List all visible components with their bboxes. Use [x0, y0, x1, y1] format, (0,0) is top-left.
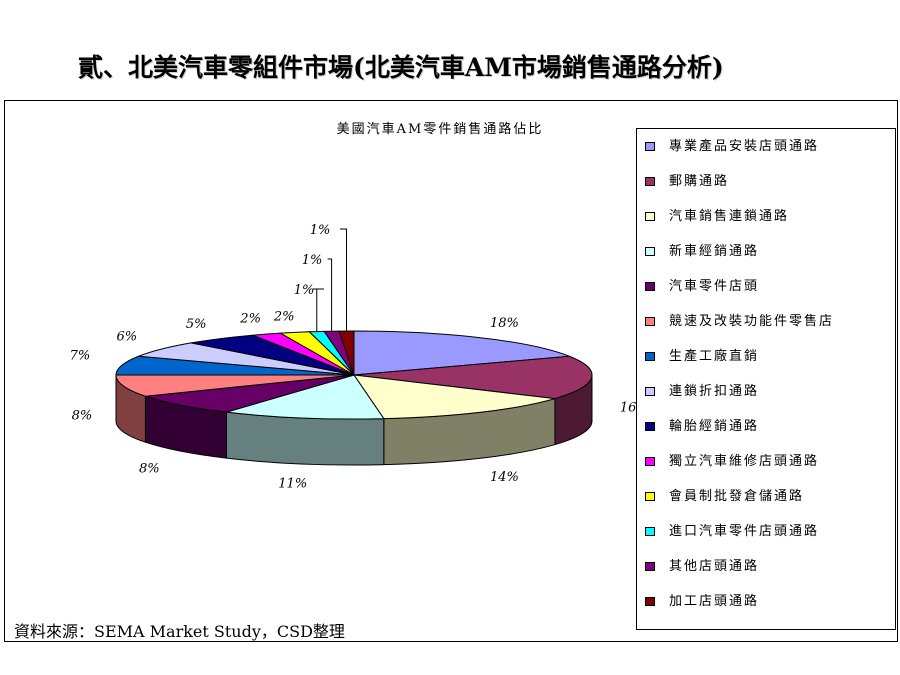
source-note: 資料來源：SEMA Market Study，CSD整理 [14, 622, 345, 641]
legend-swatch [645, 387, 655, 396]
data-label: 8% [72, 409, 93, 424]
page-title: 貳、北美汽車零組件市場(北美汽車AM市場銷售通路分析) [78, 53, 724, 82]
leader-line [340, 228, 348, 332]
data-label: 6% [116, 329, 137, 344]
data-label: 5% [186, 317, 207, 332]
legend-swatch [645, 352, 655, 361]
legend-swatch [645, 562, 655, 571]
legend-label: 競速及改裝功能件零售店 [669, 314, 835, 329]
legend-swatch [645, 527, 655, 536]
legend-label: 專業產品安裝店頭通路 [669, 139, 820, 154]
legend-swatch [645, 282, 655, 291]
pie-slice [352, 374, 556, 420]
legend-swatch [645, 317, 655, 326]
legend-swatch [645, 142, 655, 151]
legend-swatch [645, 247, 655, 256]
legend-label: 汽車零件店頭 [669, 279, 760, 294]
legend-label: 連鎖折扣通路 [669, 384, 760, 399]
pie-slice [338, 330, 355, 376]
data-label: 2% [273, 310, 295, 325]
leader-line [327, 258, 333, 332]
data-label: 2% [239, 312, 261, 327]
legend-swatch [645, 177, 655, 186]
pie-slice [353, 330, 570, 376]
legend-label: 汽車銷售連鎖通路 [669, 209, 790, 224]
pie-slice [226, 374, 385, 420]
leader-line [312, 288, 324, 332]
pie-slice [145, 374, 355, 413]
data-label: 11% [278, 477, 307, 492]
legend-swatch [645, 597, 655, 606]
chart-title: 美國汽車AM零件銷售通路佔比 [336, 122, 544, 137]
legend-label: 加工店頭通路 [669, 594, 760, 609]
chart-frame [4, 100, 898, 642]
pie-slice [353, 355, 593, 400]
legend-label: 生產工廠直銷 [669, 349, 760, 364]
legend-label: 其他店頭通路 [669, 559, 760, 574]
data-label: 1% [294, 283, 315, 298]
legend-label: 獨立汽車維修店頭通路 [669, 454, 820, 469]
legend-label: 郵購通路 [669, 174, 730, 189]
data-label: 7% [70, 349, 91, 364]
pie-slice [115, 374, 355, 397]
data-label: 1% [310, 223, 331, 238]
data-label: 18% [490, 316, 519, 331]
legend-swatch [645, 212, 655, 221]
pie-slice-side [225, 411, 385, 466]
legend-swatch [645, 422, 655, 431]
legend-label: 輪胎經銷通路 [669, 419, 760, 434]
legend-label: 新車經銷通路 [669, 244, 760, 259]
legend: 專業產品安裝店頭通路 郵購通路汽車銷售連鎖通路 新車經銷通路 汽車零件店頭競速及改裝功… [636, 128, 896, 630]
data-label: 8% [139, 462, 160, 477]
data-label: 14% [490, 470, 519, 485]
legend-label: 會員制批發倉儲通路 [669, 489, 805, 504]
legend-swatch [645, 457, 655, 466]
legend-label: 進口汽車零件店頭通路 [669, 524, 820, 539]
data-label: 1% [302, 253, 323, 268]
legend-swatch [645, 492, 655, 501]
